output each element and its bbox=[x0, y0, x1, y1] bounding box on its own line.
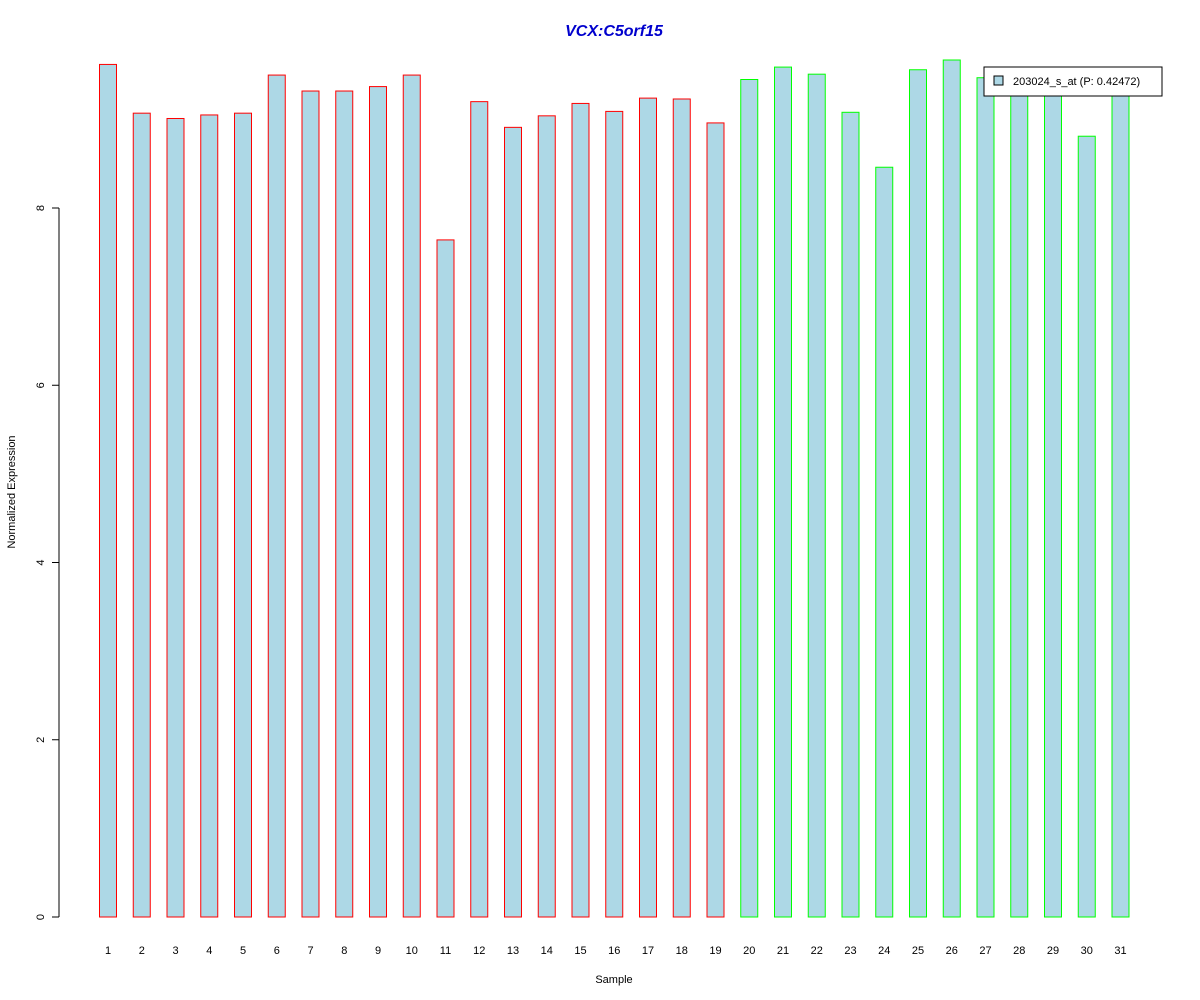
x-tick-label: 21 bbox=[777, 945, 789, 957]
x-tick-label: 1 bbox=[105, 945, 111, 957]
x-tick-label: 23 bbox=[844, 945, 856, 957]
x-tick-label: 18 bbox=[676, 945, 688, 957]
y-tick-label: 2 bbox=[35, 737, 47, 743]
bar bbox=[369, 86, 387, 918]
bar bbox=[807, 73, 826, 918]
x-tick-label: 7 bbox=[307, 945, 313, 957]
x-tick-label: 3 bbox=[172, 945, 178, 957]
bar bbox=[436, 239, 455, 918]
bar bbox=[571, 102, 590, 918]
x-tick-label: 19 bbox=[709, 945, 721, 957]
bar bbox=[132, 112, 151, 918]
x-tick-label: 31 bbox=[1114, 945, 1126, 957]
bar-series bbox=[99, 59, 1130, 918]
legend-label: 203024_s_at (P: 0.42472) bbox=[1013, 76, 1140, 88]
bar bbox=[909, 69, 927, 918]
x-tick-label: 17 bbox=[642, 945, 654, 957]
bar bbox=[301, 90, 320, 918]
bar bbox=[672, 98, 691, 918]
bar bbox=[706, 122, 725, 918]
bar bbox=[1111, 83, 1130, 918]
bar bbox=[166, 117, 185, 918]
y-tick-label: 6 bbox=[35, 382, 47, 388]
x-tick-label: 25 bbox=[912, 945, 924, 957]
bar bbox=[1010, 83, 1029, 918]
x-tick-label: 30 bbox=[1081, 945, 1093, 957]
bar bbox=[234, 112, 252, 918]
x-tick-label: 14 bbox=[541, 945, 553, 957]
legend-box bbox=[983, 66, 1163, 97]
bar bbox=[605, 110, 624, 918]
bar bbox=[335, 90, 354, 918]
chart-title: VCX:C5orf15 bbox=[565, 23, 664, 40]
x-tick-label: 26 bbox=[946, 945, 958, 957]
legend-swatch bbox=[993, 75, 1004, 86]
legend: 203024_s_at (P: 0.42472) bbox=[983, 66, 1163, 97]
x-tick-label: 16 bbox=[608, 945, 620, 957]
bar bbox=[942, 59, 961, 918]
x-tick-label: 27 bbox=[979, 945, 991, 957]
x-tick-label: 10 bbox=[406, 945, 418, 957]
bar bbox=[774, 66, 792, 918]
x-tick-label: 22 bbox=[811, 945, 823, 957]
x-tick-label: 28 bbox=[1013, 945, 1025, 957]
bar bbox=[99, 63, 117, 918]
x-tick-labels: 1 2 3 4 5 6 7 8 9 10 11 12 13 14 15 16 17 18 19 20 21 22 23 24 2… bbox=[105, 945, 1127, 957]
bar bbox=[1044, 83, 1062, 918]
y-tick-label: 8 bbox=[35, 205, 47, 211]
y-tick-label: 0 bbox=[35, 914, 47, 920]
bar bbox=[639, 97, 657, 918]
x-tick-label: 13 bbox=[507, 945, 519, 957]
x-tick-label: 20 bbox=[743, 945, 755, 957]
x-tick-label: 11 bbox=[440, 945, 451, 957]
x-tick-label: 6 bbox=[274, 945, 280, 957]
bar bbox=[402, 74, 421, 918]
x-tick-label: 9 bbox=[375, 945, 381, 957]
x-tick-label: 2 bbox=[139, 945, 145, 957]
bar bbox=[200, 114, 219, 918]
bar bbox=[875, 166, 894, 918]
bar bbox=[976, 77, 995, 918]
bar bbox=[537, 115, 556, 918]
bar bbox=[470, 101, 489, 918]
x-tick-label: 8 bbox=[341, 945, 347, 957]
bar bbox=[841, 111, 860, 918]
x-tick-label: 24 bbox=[878, 945, 890, 957]
y-axis-label: Normalized Expression bbox=[6, 435, 18, 548]
y-tick-label: 4 bbox=[35, 559, 47, 565]
bar bbox=[504, 126, 522, 918]
x-tick-label: 4 bbox=[206, 945, 212, 957]
x-tick-label: 5 bbox=[240, 945, 246, 957]
bar bbox=[740, 79, 759, 918]
y-axis: 0 2 4 6 8 bbox=[35, 205, 60, 920]
x-axis-label: Sample bbox=[595, 974, 632, 986]
x-tick-label: 12 bbox=[473, 945, 485, 957]
bar bbox=[267, 74, 286, 918]
bar bbox=[1077, 135, 1096, 918]
x-tick-label: 29 bbox=[1047, 945, 1059, 957]
x-tick-label: 15 bbox=[574, 945, 586, 957]
